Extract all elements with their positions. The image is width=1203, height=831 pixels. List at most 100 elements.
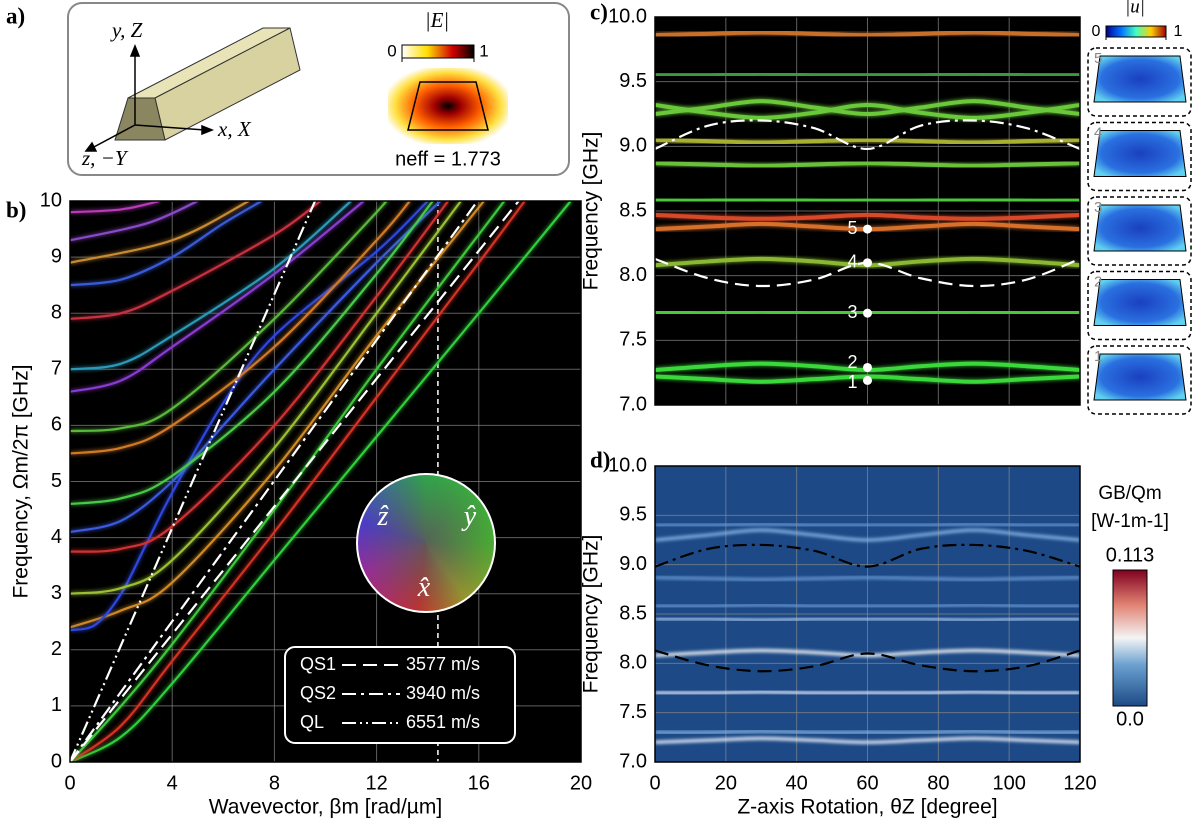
mode-line	[70, 201, 160, 214]
x-tick-label: 60	[856, 772, 878, 794]
mode-line	[70, 201, 322, 320]
mode-line	[655, 649, 1080, 657]
y-tick-label: 9	[51, 245, 62, 267]
y-tick-label: 8.5	[619, 199, 647, 221]
colorbar-tick-label: 0.0	[1116, 708, 1144, 730]
y-tick-label: 1	[51, 694, 62, 716]
effective-index: neff = 1.773	[395, 148, 501, 170]
axis-label: z, −Y	[81, 146, 129, 170]
mode-line	[70, 201, 450, 553]
y-tick-label: 7.0	[619, 393, 647, 415]
legend-label: QL	[300, 712, 324, 732]
colorbar-unit: [W-1m-1]	[1091, 511, 1169, 532]
mode-line	[655, 30, 1080, 38]
colorbar	[1105, 25, 1167, 38]
y-tick-label: 8.5	[619, 602, 647, 624]
point-label: 1	[847, 372, 857, 392]
colorbar	[401, 44, 475, 59]
colorbar-tick-label: 0.113	[1106, 544, 1155, 566]
mode-line	[655, 690, 1080, 695]
mode-line	[655, 528, 1080, 542]
inset-label: 4	[1094, 124, 1102, 141]
series-group	[655, 30, 1080, 384]
y-tick-label: 7.5	[619, 701, 647, 723]
mode-line	[655, 99, 1080, 117]
point-label: 3	[847, 302, 857, 322]
reference-line	[70, 201, 317, 762]
reference-line	[655, 543, 1080, 568]
legend-label: QS2	[300, 683, 336, 703]
mode-shape	[1093, 204, 1187, 252]
plot-frame	[654, 465, 1081, 763]
point-label: 5	[847, 218, 857, 238]
series-group	[655, 522, 1080, 744]
mode-point	[863, 375, 872, 385]
panel-label: b)	[6, 197, 26, 222]
y-tick-label: 3	[51, 582, 62, 604]
y-tick-label: 7.5	[619, 329, 647, 351]
mode-line	[70, 201, 199, 242]
mode-line	[70, 201, 263, 287]
mode-point	[863, 224, 872, 234]
legend-speed: 3940 m/s	[406, 683, 480, 703]
inset-label: 1	[1094, 348, 1102, 365]
y-axis-label: Frequency [GHz]	[580, 535, 603, 694]
color-wheel	[356, 473, 496, 613]
mode-line	[70, 201, 388, 433]
panel-label: a)	[6, 3, 25, 28]
mode-point	[863, 362, 872, 372]
field-map	[388, 68, 508, 144]
mode-line	[655, 212, 1080, 221]
y-tick-label: 8.0	[619, 652, 647, 674]
mode-shape	[1093, 279, 1187, 326]
mode-line	[70, 201, 365, 393]
colorbar	[1112, 569, 1148, 707]
mode-line	[655, 197, 1080, 203]
plot-frame	[654, 16, 1081, 406]
x-tick-label: 80	[927, 772, 949, 794]
wheel-label: ŷ	[463, 501, 477, 532]
mode-line	[655, 617, 1080, 622]
y-tick-label: 5	[51, 470, 62, 492]
x-tick-label: 8	[269, 772, 280, 794]
x-tick-label: 12	[365, 772, 387, 794]
mode-line	[70, 201, 411, 455]
x-tick-label: 0	[649, 772, 660, 794]
x-tick-label: 16	[468, 772, 490, 794]
mode-line	[655, 603, 1080, 608]
mode-line	[655, 102, 1080, 120]
x-tick-label: 40	[786, 772, 808, 794]
wheel-label: ẑ	[377, 501, 389, 532]
y-tick-label: 7.0	[619, 750, 647, 772]
y-tick-label: 0	[51, 750, 62, 772]
inset-label: 3	[1094, 199, 1102, 216]
y-axis-label: Frequency, Ωm/2π [GHz]	[10, 364, 33, 598]
y-tick-label: 9.5	[619, 70, 647, 92]
colorbar-tick-label: 0	[387, 41, 396, 60]
y-tick-label: 10.0	[608, 5, 647, 27]
axis-label: x, X	[217, 117, 252, 141]
mode-shape	[1093, 353, 1187, 401]
inset-label: 5	[1094, 50, 1102, 67]
mode-shape	[1093, 55, 1187, 103]
mode-line	[70, 201, 352, 371]
mode-line	[70, 201, 526, 762]
x-axis-label: Wavevector, βm [rad/µm]	[209, 796, 442, 819]
legend-speed: 6551 m/s	[406, 712, 480, 732]
waveguide-outline	[407, 81, 489, 131]
reference-line	[70, 201, 520, 762]
axis-label: y, Z	[110, 18, 143, 42]
inset-label: 2	[1094, 273, 1102, 290]
mode-line	[70, 201, 250, 264]
mode-line	[655, 575, 1080, 581]
y-tick-label: 6	[51, 414, 62, 436]
mode-line	[70, 201, 442, 534]
series-group	[70, 201, 572, 762]
mode-line	[655, 137, 1080, 145]
legend-label: QS1	[300, 654, 336, 674]
y-tick-label: 9.0	[619, 135, 647, 157]
reference-line	[70, 201, 479, 762]
panel-label: d)	[590, 447, 610, 472]
y-tick-label: 10.0	[608, 454, 647, 476]
